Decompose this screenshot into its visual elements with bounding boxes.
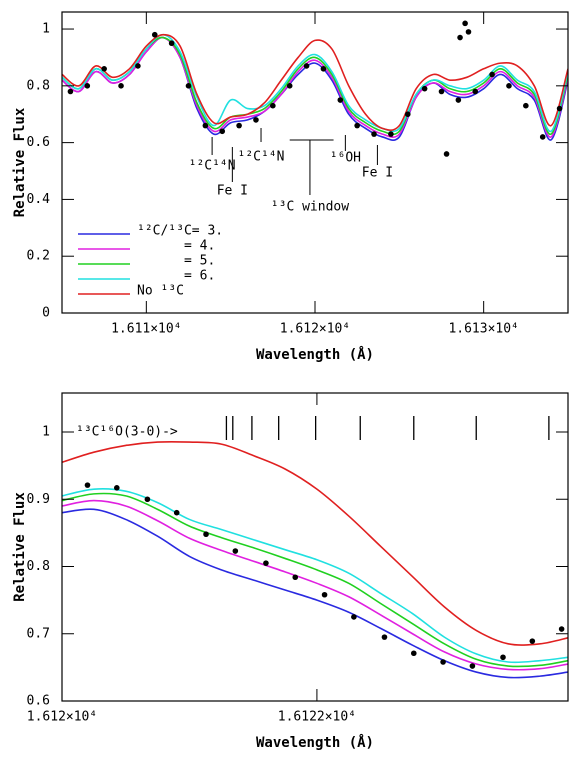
model-line xyxy=(62,499,568,671)
y-tick-label: 1 xyxy=(42,425,50,440)
observed-point xyxy=(404,111,411,118)
observed-point xyxy=(320,65,327,72)
observed-point xyxy=(219,128,226,135)
observed-point xyxy=(462,20,468,27)
observed-point xyxy=(118,83,124,89)
observed-point xyxy=(440,659,446,665)
model-line xyxy=(62,36,568,136)
observed-point xyxy=(135,63,141,69)
observed-point xyxy=(173,509,180,516)
observed-point xyxy=(500,654,506,661)
observed-point xyxy=(410,650,417,657)
model-line xyxy=(62,36,568,142)
y-tick-label: 0.2 xyxy=(27,249,50,264)
observed-point xyxy=(321,591,328,598)
observed-point xyxy=(438,88,445,95)
line-list-label: ¹³C¹⁶O(3-0)-> xyxy=(76,425,178,440)
observed-point xyxy=(539,134,546,140)
observed-point xyxy=(203,531,209,538)
observed-point xyxy=(232,548,239,554)
y-tick-label: 0.7 xyxy=(27,626,50,641)
x-axis-title: Wavelength (Å) xyxy=(256,734,374,751)
x-tick-label: 1.611×10⁴ xyxy=(111,322,181,337)
observed-point xyxy=(443,151,450,157)
observed-point xyxy=(286,83,293,89)
y-tick-label: 0.6 xyxy=(27,694,50,709)
observed-point xyxy=(101,65,107,72)
x-tick-label: 1.613×10⁴ xyxy=(448,322,518,337)
y-axis-title: Relative Flux xyxy=(12,107,28,217)
y-tick-label: 0.6 xyxy=(27,135,50,150)
observed-point xyxy=(472,88,479,95)
observed-point xyxy=(465,29,472,35)
model-line xyxy=(62,508,568,679)
y-tick-label: 0 xyxy=(42,306,50,321)
legend-label: No ¹³C xyxy=(137,284,184,299)
observed-point xyxy=(202,122,209,129)
plot-area xyxy=(62,20,568,157)
y-tick-label: 0.4 xyxy=(27,192,51,207)
observed-point xyxy=(84,482,91,488)
legend-label: ¹²C/¹³C= 3. xyxy=(137,224,223,239)
y-axis-title: Relative Flux xyxy=(12,492,28,602)
observed-point xyxy=(144,496,151,503)
observed-point xyxy=(253,117,259,123)
observed-point xyxy=(421,85,428,92)
model-line xyxy=(62,33,568,131)
observed-point xyxy=(263,560,269,566)
model-line xyxy=(62,36,568,138)
observed-point xyxy=(185,83,192,89)
x-axis-title: Wavelength (Å) xyxy=(256,346,374,363)
model-line xyxy=(62,492,568,668)
axes-frame xyxy=(61,392,569,702)
observed-point xyxy=(236,122,242,129)
legend-label: = 4. xyxy=(184,239,215,254)
x-tick-label: 1.6122×10⁴ xyxy=(278,710,356,725)
x-tick-label: 1.612×10⁴ xyxy=(280,322,350,337)
observed-point xyxy=(457,34,463,41)
legend-label: = 6. xyxy=(184,269,215,284)
annotation-label: Fe I xyxy=(362,166,393,181)
annotation-label: ¹²C¹⁴N xyxy=(238,150,285,165)
x-tick-label: 1.612×10⁴ xyxy=(27,710,97,725)
observed-point xyxy=(114,485,120,491)
observed-point xyxy=(67,88,74,95)
observed-point xyxy=(354,122,360,129)
legend-label: = 5. xyxy=(184,254,215,269)
annotation-label: ¹⁶OH xyxy=(330,151,361,166)
observed-point xyxy=(523,102,529,109)
observed-point xyxy=(455,97,462,103)
annotation-label: Fe I xyxy=(217,184,248,199)
y-tick-label: 0.9 xyxy=(27,492,50,507)
observed-point xyxy=(84,83,91,89)
y-tick-label: 0.8 xyxy=(27,559,50,574)
annotation-label: ¹³C window xyxy=(271,200,349,215)
observed-point xyxy=(556,105,563,112)
observed-point xyxy=(371,131,377,137)
y-tick-label: 1 xyxy=(42,22,50,37)
model-line xyxy=(62,440,568,646)
y-tick-label: 0.8 xyxy=(27,78,50,93)
observed-point xyxy=(337,97,344,103)
model-line xyxy=(62,33,568,133)
observed-point xyxy=(151,31,158,38)
model-line xyxy=(62,488,568,664)
observed-point xyxy=(529,638,536,644)
observed-point xyxy=(351,614,357,620)
observed-point xyxy=(381,634,388,640)
plot-area xyxy=(62,440,568,679)
observed-point xyxy=(558,626,565,632)
observed-point xyxy=(303,63,310,69)
observed-point xyxy=(489,71,495,78)
annotation-label: ¹²C¹⁴N xyxy=(189,159,236,174)
observed-point xyxy=(292,574,299,581)
observed-point xyxy=(388,131,394,137)
observed-point xyxy=(168,40,175,47)
observed-point xyxy=(506,83,512,89)
observed-point xyxy=(270,102,276,109)
observed-point xyxy=(469,663,476,669)
